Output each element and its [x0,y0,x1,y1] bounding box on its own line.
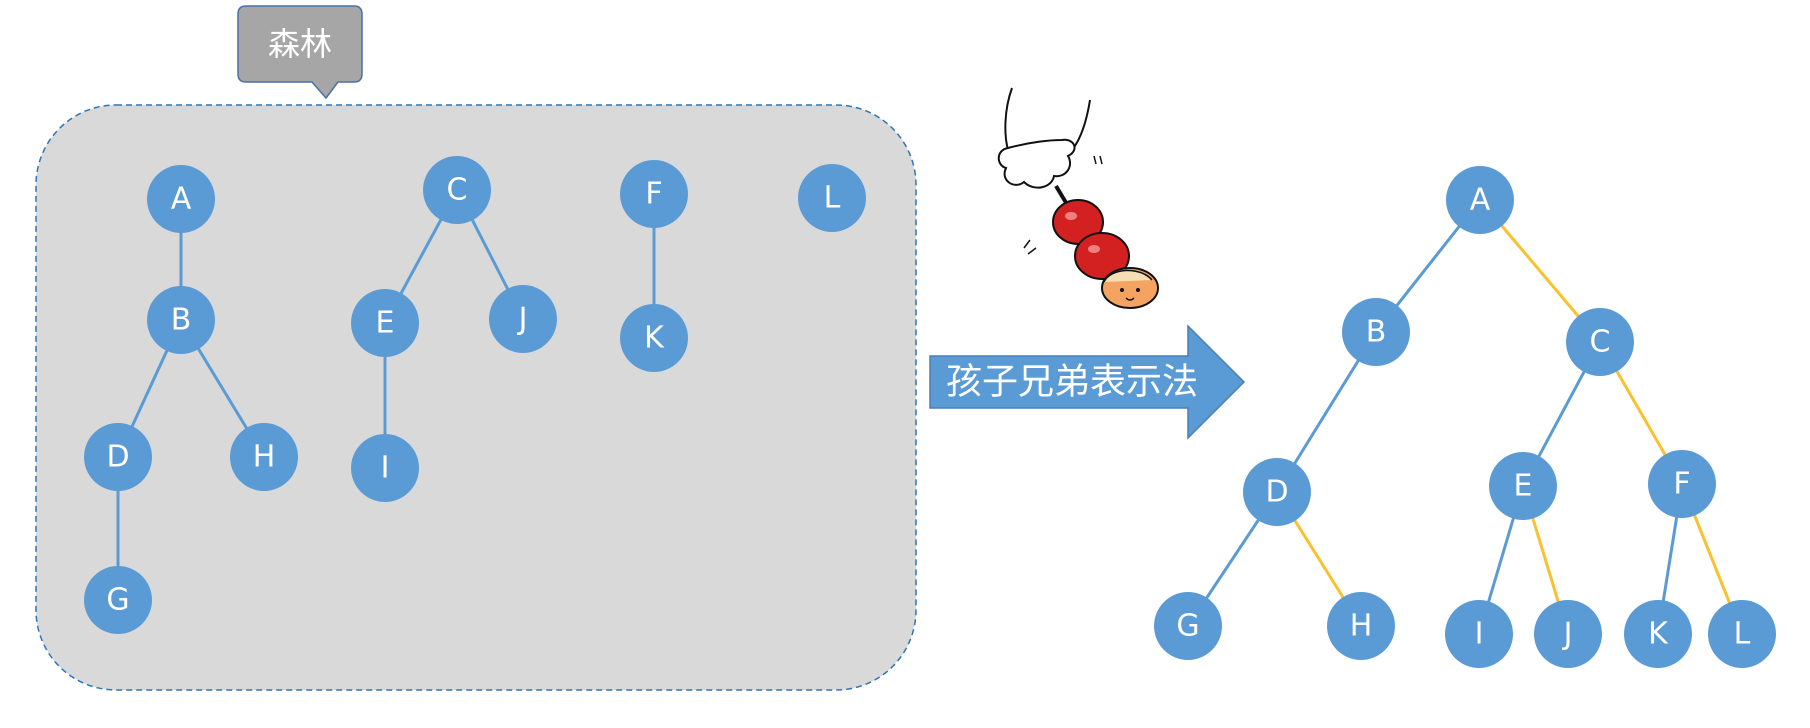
bt-node-D: D [1243,458,1311,526]
forest-node-A-label: A [171,182,192,217]
bt-node-G-label: G [1176,609,1199,644]
bt-node-C-label: C [1590,325,1611,360]
forest-node-L: L [798,164,866,232]
forest-container [35,104,917,691]
bt-node-H: H [1327,592,1395,660]
forest-node-F-circle [620,160,688,228]
bt-node-H-circle [1327,592,1395,660]
forest-node-F-label: F [645,177,662,212]
callout-label: 森林 [268,25,332,63]
bt-node-D-circle [1243,458,1311,526]
forest-node-J-circle [489,285,557,353]
tanghulu-skewer-icon [997,87,1159,309]
forest-node-E-circle [351,289,419,357]
bt-node-E: E [1489,452,1557,520]
bt-node-I-label: I [1475,617,1484,652]
bt-node-L-circle [1708,600,1776,668]
forest-node-F: F [620,160,688,228]
callout-shape [237,5,363,100]
forest-node-J-label: J [517,302,528,337]
bt-node-C: C [1566,308,1634,376]
forest-node-G-label: G [106,583,129,618]
forest-node-E-label: E [376,306,395,341]
forest-node-A-circle [147,165,215,233]
bt-node-B: B [1342,298,1410,366]
bt-node-B-circle [1342,298,1410,366]
bt-node-G: G [1154,592,1222,660]
forest-node-D-label: D [106,440,129,475]
forest-node-H-label: H [253,440,276,475]
forest-node-C-label: C [447,173,468,208]
bt-node-A-label: A [1470,183,1491,218]
forest-nodes: A B D H G C E J I F K L [84,156,866,634]
forest-node-D: D [84,423,152,491]
forest-node-H-circle [230,423,298,491]
forest-node-B-circle [147,286,215,354]
bt-node-E-circle [1489,452,1557,520]
bt-node-J-label: J [1562,617,1573,652]
bt-node-E-label: E [1514,469,1533,504]
forest-node-H: H [230,423,298,491]
bt-node-K-label: K [1648,617,1669,652]
bt-node-L: L [1708,600,1776,668]
forest-node-D-circle [84,423,152,491]
bt-node-F-label: F [1673,467,1690,502]
forest-node-I-label: I [381,451,390,486]
bt-node-F-circle [1648,450,1716,518]
forest-node-I: I [351,434,419,502]
transform-arrow: 孩子兄弟表示法 [929,324,1246,440]
forest-node-L-label: L [824,181,841,216]
bt-node-K: K [1624,600,1692,668]
forest-callout: 森林 [237,5,363,100]
binary-tree-edges [1186,199,1744,635]
bt-node-B-label: B [1366,315,1387,350]
bt-node-J-circle [1534,600,1602,668]
bt-node-J: J [1534,600,1602,668]
forest-node-J: J [489,285,557,353]
forest-node-E: E [351,289,419,357]
bt-node-D-label: D [1265,475,1288,510]
forest-node-G: G [84,566,152,634]
binary-tree-nodes: A B C D E F G H I J K L [1154,166,1776,668]
forest-node-C: C [423,156,491,224]
forest-node-G-circle [84,566,152,634]
bt-node-C-circle [1566,308,1634,376]
bt-node-G-circle [1154,592,1222,660]
transform-arrow-label: 孩子兄弟表示法 [946,362,1198,403]
bt-node-L-label: L [1734,617,1751,652]
forest-node-K: K [620,304,688,372]
forest-node-K-label: K [644,321,665,356]
forest-node-C-circle [423,156,491,224]
bt-node-A-circle [1446,166,1514,234]
bt-node-I-circle [1445,600,1513,668]
forest-node-B: B [147,286,215,354]
forest-node-K-circle [620,304,688,372]
bt-node-F: F [1648,450,1716,518]
bt-node-A: A [1446,166,1514,234]
bt-node-K-circle [1624,600,1692,668]
forest-node-L-circle [798,164,866,232]
bt-node-H-label: H [1350,609,1373,644]
bt-node-I: I [1445,600,1513,668]
forest-node-I-circle [351,434,419,502]
forest-node-A: A [147,165,215,233]
forest-node-B-label: B [171,303,192,338]
